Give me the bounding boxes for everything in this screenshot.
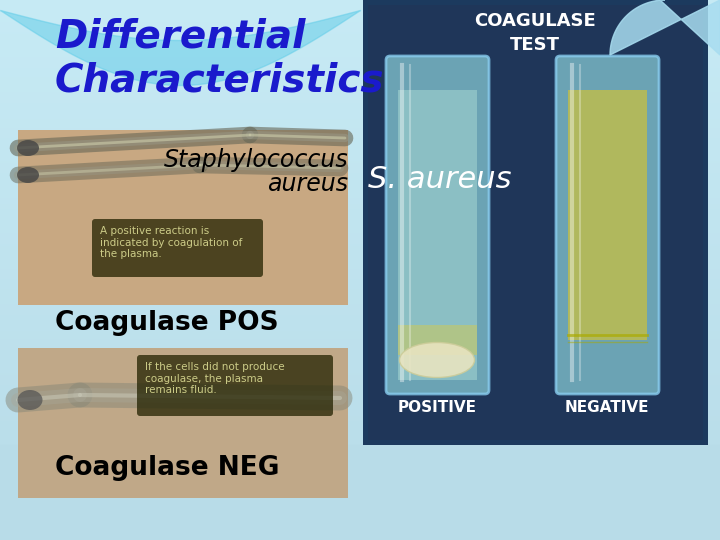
Ellipse shape	[17, 140, 39, 156]
Text: Coagulase NEG: Coagulase NEG	[55, 455, 279, 481]
Bar	[18, 130, 348, 305]
Text: COAGULASE
TEST: COAGULASE TEST	[474, 12, 596, 53]
Ellipse shape	[17, 167, 39, 183]
Text: aureus: aureus	[267, 172, 348, 196]
Text: A positive reaction is
indicated by coagulation of
the plasma.: A positive reaction is indicated by coag…	[100, 226, 243, 259]
Ellipse shape	[400, 342, 474, 377]
Text: NEGATIVE: NEGATIVE	[564, 400, 649, 415]
Text: If the cells did not produce
coagulase, the plasma
remains fluid.: If the cells did not produce coagulase, …	[145, 362, 284, 395]
Bar	[18, 348, 348, 498]
Bar	[368, 5, 703, 440]
FancyBboxPatch shape	[137, 355, 333, 416]
Bar	[363, 0, 708, 445]
Ellipse shape	[17, 390, 42, 410]
Text: Staphylococcus: Staphylococcus	[163, 148, 348, 172]
Text: Differential: Differential	[55, 18, 305, 56]
Bar	[398, 325, 477, 355]
Bar	[568, 90, 647, 340]
Bar	[398, 90, 477, 380]
FancyBboxPatch shape	[386, 56, 489, 394]
Text: Coagulase POS: Coagulase POS	[55, 310, 279, 336]
Text: S. aureus: S. aureus	[368, 165, 511, 194]
Polygon shape	[610, 0, 720, 55]
Text: Characteristics: Characteristics	[55, 62, 384, 100]
FancyBboxPatch shape	[92, 219, 263, 277]
Text: POSITIVE: POSITIVE	[397, 400, 477, 415]
FancyBboxPatch shape	[556, 56, 659, 394]
